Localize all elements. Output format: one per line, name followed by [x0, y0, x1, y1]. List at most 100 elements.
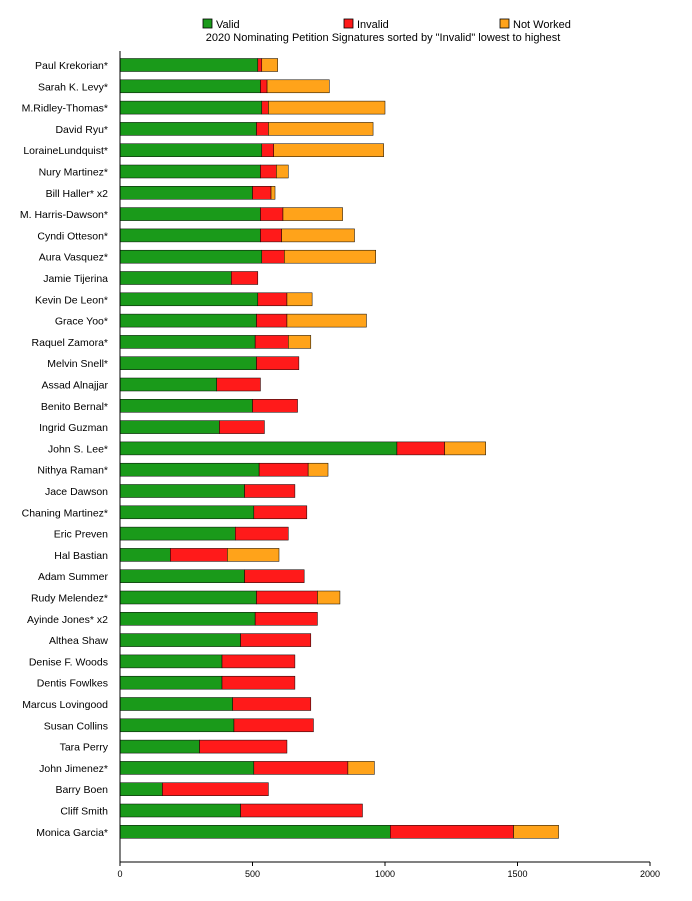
bar-invalid-4 [261, 143, 274, 157]
category-label-9: Aura Vasquez* [39, 252, 108, 264]
bar-invalid-29 [221, 675, 296, 690]
bar-invalid-35 [240, 803, 363, 818]
category-label-12: Grace Yoo* [55, 316, 108, 328]
legend-label-0: Valid [216, 19, 240, 31]
bar-invalid-11 [257, 292, 288, 307]
bar-not-worked-4 [273, 143, 384, 157]
bar-not-worked-5 [276, 164, 289, 179]
bar-not-worked-3 [268, 122, 374, 136]
bar-invalid-9 [261, 249, 285, 264]
bar-not-worked-8 [281, 228, 355, 243]
bar-invalid-10 [231, 271, 259, 285]
bar-invalid-1 [260, 79, 268, 94]
bar-invalid-16 [252, 399, 298, 413]
x-tick-label-4: 2000 [640, 869, 660, 879]
x-axis: 0 500 1000 1500 2000 [117, 51, 660, 879]
bar-valid-35 [119, 803, 241, 818]
chart-title: 2020 Nominating Petition Signatures sort… [206, 32, 561, 44]
bar-invalid-23 [170, 548, 228, 562]
category-label-30: Marcus Lovingood [22, 699, 108, 711]
x-tick-label-3: 1500 [507, 869, 527, 879]
category-label-8: Cyndi Otteson* [37, 230, 108, 242]
bar-not-worked-19 [307, 462, 329, 477]
bar-invalid-2 [261, 100, 269, 115]
legend-label-2: Not Worked [513, 19, 571, 31]
bar-invalid-18 [396, 441, 445, 456]
bar-valid-30 [119, 697, 233, 711]
bar-valid-3 [119, 122, 257, 136]
bar-invalid-13 [254, 335, 289, 349]
bar-invalid-3 [256, 122, 269, 136]
category-label-11: Kevin De Leon* [35, 294, 108, 306]
bar-valid-5 [119, 164, 261, 179]
bar-invalid-5 [260, 164, 277, 179]
category-label-16: Benito Bernal* [41, 401, 108, 413]
category-label-34: Barry Boen [55, 784, 108, 796]
category-label-3: David Ryu* [55, 124, 108, 136]
bar-invalid-0 [257, 58, 263, 72]
bar-valid-22 [119, 526, 236, 541]
category-label-13: Raquel Zamora* [32, 337, 108, 349]
bars [119, 58, 559, 839]
category-label-31: Susan Collins [44, 720, 108, 732]
bar-not-worked-9 [284, 249, 376, 264]
bar-valid-23 [119, 548, 171, 562]
category-label-22: Eric Preven [54, 529, 108, 541]
bar-valid-0 [119, 58, 259, 72]
bar-not-worked-25 [317, 590, 341, 605]
bar-invalid-15 [216, 377, 261, 392]
legend-label-1: Invalid [357, 19, 389, 31]
bar-valid-15 [119, 377, 217, 392]
category-label-4: LoraineLundquist* [23, 145, 108, 157]
category-label-14: Melvin Snell* [47, 358, 108, 370]
bar-valid-2 [119, 100, 263, 115]
bar-invalid-21 [253, 505, 308, 520]
category-label-27: Althea Shaw [49, 635, 108, 647]
legend-swatch-0 [202, 18, 213, 29]
legend-swatch-1 [343, 18, 354, 29]
bar-valid-25 [119, 590, 257, 605]
bar-valid-28 [119, 654, 223, 669]
bar-valid-11 [119, 292, 259, 307]
bar-valid-6 [119, 186, 253, 200]
bar-valid-19 [119, 462, 260, 477]
bar-valid-9 [119, 249, 263, 264]
bar-valid-7 [119, 207, 261, 221]
x-tick-label-1: 500 [245, 869, 260, 879]
bar-not-worked-23 [227, 548, 280, 562]
category-label-0: Paul Krekorian* [35, 60, 108, 72]
x-tick-label-0: 0 [117, 869, 122, 879]
bar-invalid-7 [260, 207, 284, 221]
legend-swatch-2 [499, 18, 510, 29]
category-labels: Paul Krekorian* Sarah K. Levy* M.Ridley-Th… [20, 60, 109, 839]
bar-valid-4 [119, 143, 263, 157]
category-label-15: Assad Alnajjar [41, 380, 108, 392]
bar-invalid-8 [260, 228, 282, 243]
category-label-28: Denise F. Woods [29, 656, 108, 668]
bar-valid-31 [119, 718, 235, 733]
bar-invalid-31 [233, 718, 314, 733]
bar-valid-36 [119, 825, 391, 839]
category-label-10: Jamie Tijerina [43, 273, 108, 285]
category-label-36: Monica Garcia* [36, 827, 108, 839]
bar-invalid-34 [162, 782, 269, 796]
bar-not-worked-36 [513, 825, 559, 839]
bar-valid-8 [119, 228, 261, 243]
category-label-18: John S. Lee* [48, 443, 108, 455]
bar-not-worked-13 [288, 335, 312, 349]
category-label-20: Jace Dawson [45, 486, 108, 498]
bar-invalid-12 [256, 313, 288, 328]
bar-not-worked-2 [268, 100, 386, 115]
bar-valid-27 [119, 633, 241, 647]
bar-invalid-33 [253, 761, 349, 775]
category-label-19: Nithya Raman* [37, 465, 108, 477]
category-label-33: John Jimenez* [39, 763, 108, 775]
bar-valid-10 [119, 271, 232, 285]
legend: Valid Invalid Not Worked [202, 18, 571, 31]
bar-valid-29 [119, 675, 223, 690]
bar-invalid-22 [235, 526, 289, 541]
bar-valid-1 [119, 79, 261, 94]
category-label-7: M. Harris-Dawson* [20, 209, 108, 221]
bar-not-worked-1 [266, 79, 330, 94]
